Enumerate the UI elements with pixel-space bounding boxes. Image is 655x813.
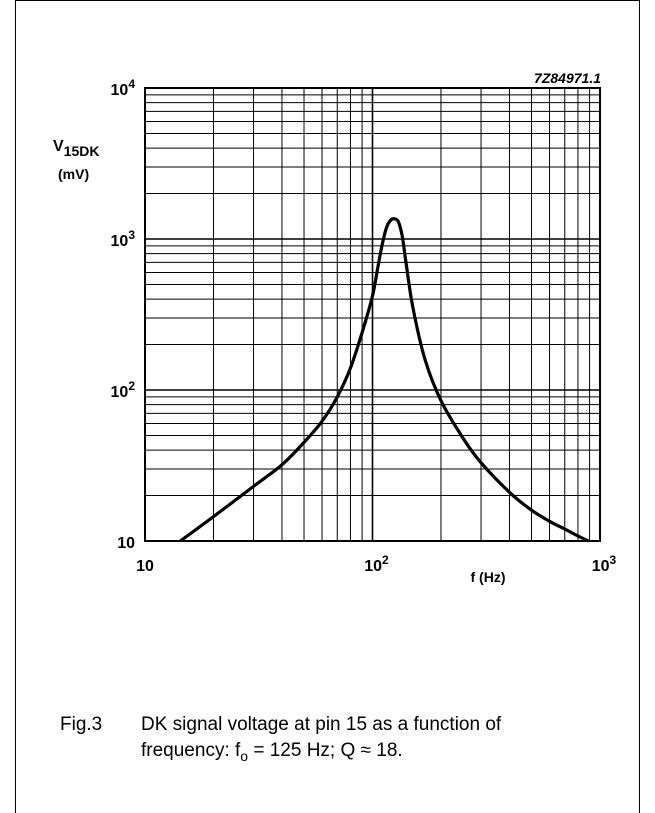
figure-code: 7Z84971.1 [534,70,601,86]
caption-text: DK signal voltage at pin 15 as a functio… [141,712,611,769]
figure-label: Fig.3 [60,714,103,735]
caption-subscript: o [240,747,249,764]
y-tick-label: 10 [117,535,135,552]
y-tick-label: 104 [111,77,136,99]
plot-border [144,87,601,542]
y-tick-label: 103 [111,228,136,250]
x-tick-label: 10 [136,558,154,575]
caption-line-1: DK signal voltage at pin 15 as a functio… [141,714,502,735]
caption-line-2: frequency: fo = 125 Hz; Q ≈ 18. [141,738,611,769]
caption-line-2-prefix: frequency: f [141,740,241,761]
series-line-0 [179,217,590,543]
x-tick-label: 103 [592,553,617,575]
x-tick-label: 102 [364,553,389,575]
y-axis-label: V15DK [53,138,99,159]
chart: 10 102 103 10 102 103 104 f (Hz) V15DK (mV) 7Z8497… [53,70,617,585]
caption-line-2-suffix: = 125 Hz; Q ≈ 18. [248,740,403,761]
x-axis-label: f (Hz) [471,569,506,585]
y-tick-label: 102 [111,379,136,401]
figure-frame [15,0,640,813]
y-axis-unit: (mV) [58,166,89,182]
